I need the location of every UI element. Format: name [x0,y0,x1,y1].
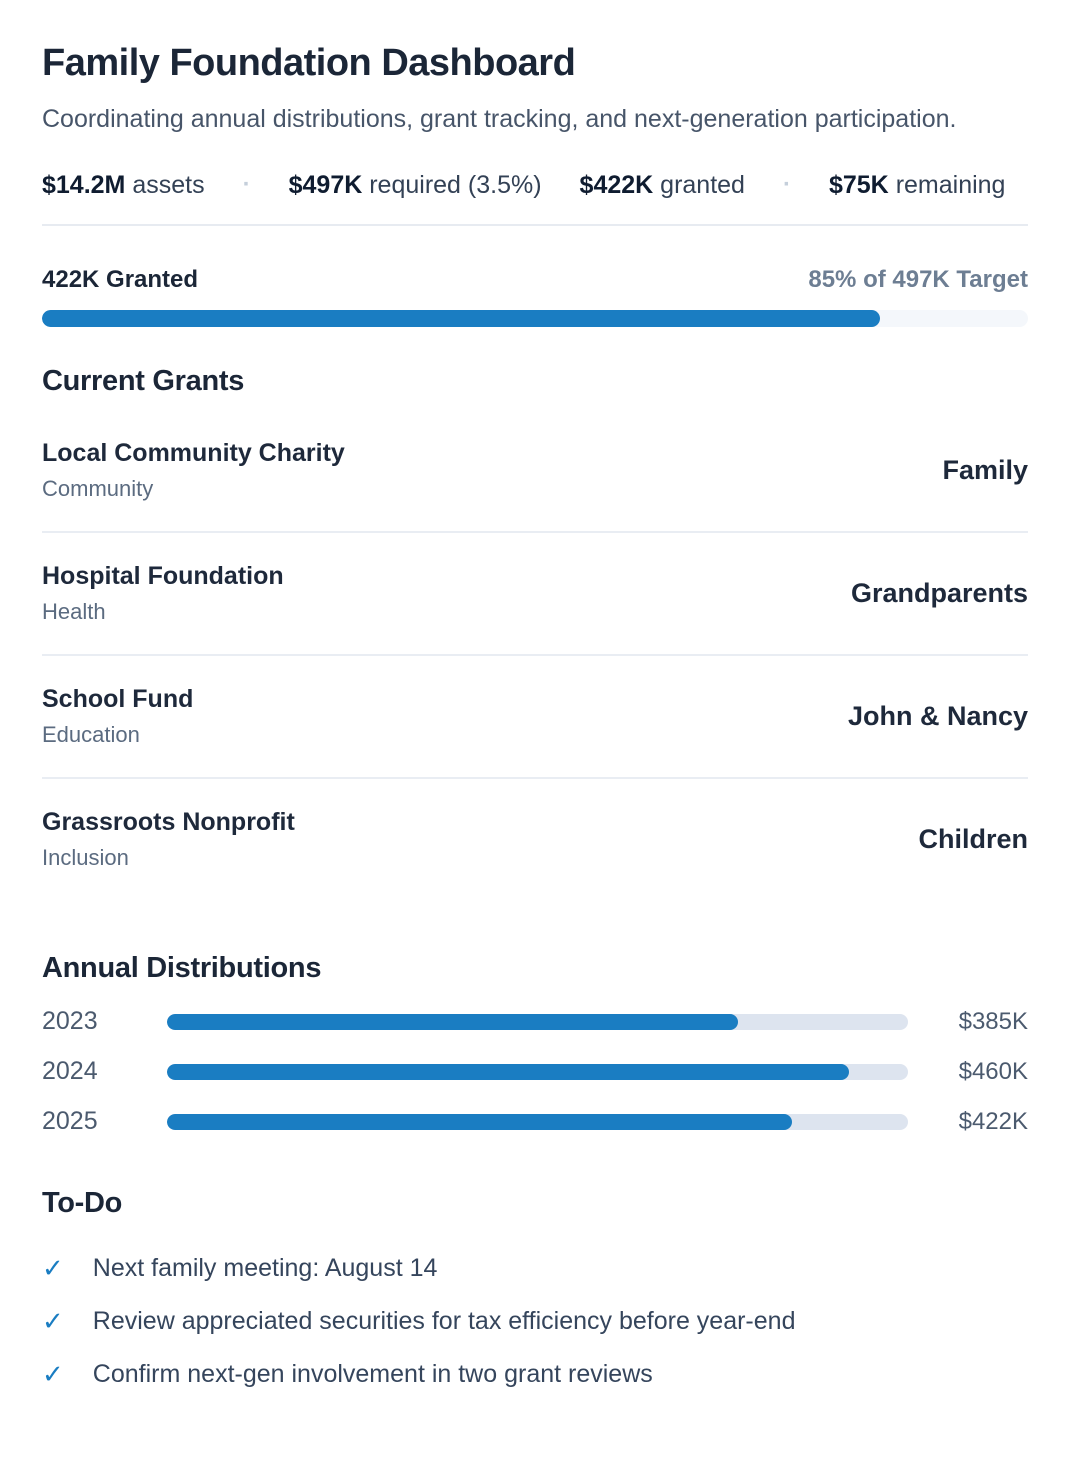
grant-name: Local Community Charity [42,438,345,467]
grant-progress-bar-track [42,309,1028,327]
progress-target-label: 85% of 497K Target [808,265,1028,293]
grant-row-school-fund: School Fund Education John & Nancy [42,656,1028,779]
stat-required-value: $497K [288,170,363,199]
summary-stats-row: $14.2M assets · $497K required (3.5%) $4… [42,171,1028,200]
stat-remaining: $75K remaining [829,171,1006,200]
stat-remaining-value: $75K [828,170,889,199]
annual-distributions-heading: Annual Distributions [42,951,322,984]
grant-name: Grassroots Nonprofit [42,807,295,836]
stat-granted-value: $422K [579,170,654,199]
grant-owner: John & Nancy [847,700,1028,731]
grant-owner: Grandparents [850,577,1028,608]
distribution-bar-fill [167,1113,793,1130]
grant-row-hospital-foundation: Hospital Foundation Health Grandparents [42,533,1028,656]
distribution-row-2023: 2023 $385K [42,997,1028,1047]
grant-progress-section: 422K Granted 85% of 497K Target [42,266,1028,327]
grant-progress-bar-fill [42,309,881,327]
dashboard-header: Family Foundation Dashboard Coordinating… [42,42,1028,139]
grant-info: Hospital Foundation Health [42,562,284,625]
todo-item-confirm-nextgen: ✓ Confirm next-gen involvement in two gr… [42,1348,1028,1401]
grant-owner: Children [918,823,1028,854]
todo-item-text: Confirm next-gen involvement in two gran… [92,1360,653,1388]
annual-distributions-chart: 2023 $385K 2024 $460K 2025 $422K [42,997,1028,1147]
page-title: Family Foundation Dashboard [42,42,576,84]
grant-owner: Family [942,454,1028,485]
distribution-bar-fill [167,1063,849,1080]
grant-category: Health [42,598,106,624]
dot-separator-icon: · [242,171,251,198]
grant-name: School Fund [42,684,194,713]
check-icon[interactable]: ✓ [42,1359,64,1389]
distribution-year: 2024 [42,1057,98,1085]
distribution-row-2024: 2024 $460K [42,1047,1028,1097]
distribution-bar-track [167,1113,908,1130]
check-icon[interactable]: ✓ [42,1305,64,1336]
distribution-bar-fill [167,1013,738,1030]
stat-assets-label: assets [132,170,205,199]
stat-remaining-label: remaining [895,170,1006,199]
grant-info: School Fund Education [42,685,193,748]
stat-granted: $422K granted [580,171,745,200]
grant-category: Education [42,721,140,747]
progress-labels: 422K Granted 85% of 497K Target [42,266,1028,294]
grant-row-grassroots-nonprofit: Grassroots Nonprofit Inclusion Children [42,779,1028,900]
progress-granted-label: 422K Granted [42,265,199,293]
distribution-year: 2023 [42,1007,98,1035]
todo-item-review-securities: ✓ Review appreciated securities for tax … [42,1295,1028,1348]
grant-category: Inclusion [42,844,129,870]
distribution-bar-track [167,1063,908,1080]
todo-heading: To-Do [42,1186,123,1219]
distribution-year: 2025 [42,1107,98,1135]
todo-list: ✓ Next family meeting: August 14 ✓ Revie… [42,1242,1028,1402]
stat-granted-label: granted [660,170,745,199]
distribution-amount: $385K [958,1007,1028,1035]
stat-required-label: required (3.5%) [369,170,542,199]
todo-item-text: Review appreciated securities for tax ef… [92,1306,796,1335]
stat-assets: $14.2M assets [42,171,205,200]
distribution-amount: $460K [958,1057,1028,1085]
distribution-amount: $422K [958,1107,1028,1135]
dot-separator-icon: · [782,171,791,198]
todo-item-family-meeting: ✓ Next family meeting: August 14 [42,1242,1028,1295]
current-grants-list: Local Community Charity Community Family… [42,410,1028,900]
check-icon[interactable]: ✓ [42,1252,64,1283]
stat-required: $497K required (3.5%) [289,171,542,200]
current-grants-heading: Current Grants [42,364,245,397]
distribution-bar-track [167,1013,908,1030]
distribution-row-2025: 2025 $422K [42,1097,1028,1147]
section-divider [42,223,1028,226]
grant-info: Local Community Charity Community [42,439,345,502]
todo-item-text: Next family meeting: August 14 [92,1253,438,1282]
grant-row-local-community-charity: Local Community Charity Community Family [42,410,1028,533]
stat-assets-value: $14.2M [42,170,126,199]
grant-category: Community [42,475,154,501]
grant-info: Grassroots Nonprofit Inclusion [42,808,295,871]
page-subtitle: Coordinating annual distributions, grant… [42,105,957,133]
grant-name: Hospital Foundation [42,561,284,590]
